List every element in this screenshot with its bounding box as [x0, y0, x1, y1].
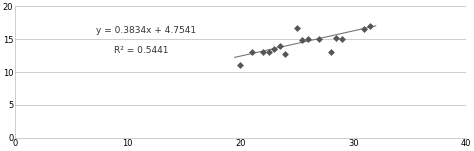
Point	[270, 48, 278, 50]
Point	[293, 27, 301, 29]
Point	[366, 25, 374, 27]
Point	[304, 38, 312, 40]
Point	[276, 45, 283, 47]
Point	[338, 38, 346, 40]
Point	[332, 37, 340, 39]
Point	[248, 51, 255, 54]
Point	[265, 51, 273, 54]
Point	[327, 51, 334, 54]
Point	[299, 39, 306, 41]
Point	[316, 38, 323, 40]
Text: y = 0.3834x + 4.7541: y = 0.3834x + 4.7541	[96, 26, 196, 35]
Point	[259, 51, 267, 54]
Text: R² = 0.5441: R² = 0.5441	[114, 46, 168, 55]
Point	[282, 52, 289, 55]
Point	[237, 64, 244, 67]
Point	[361, 28, 368, 31]
